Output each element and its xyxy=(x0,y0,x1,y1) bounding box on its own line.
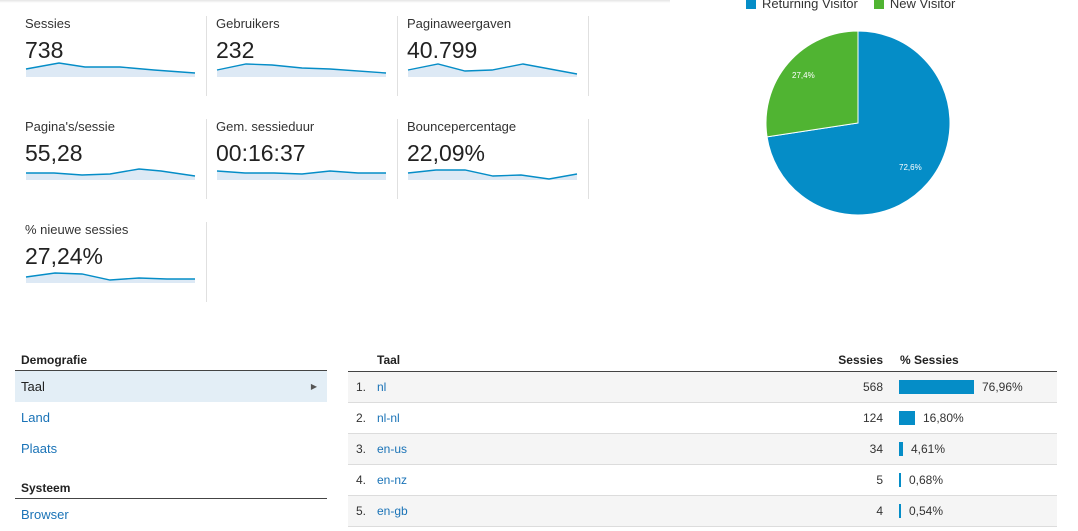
header-taal[interactable]: Taal xyxy=(377,353,401,367)
sparkline xyxy=(216,170,386,180)
table-row: 3. en-us 34 4,61% xyxy=(348,434,1057,465)
metric-gebruikers[interactable]: Gebruikers 232 xyxy=(216,16,398,96)
nav-item-land[interactable]: Land xyxy=(21,410,50,425)
row-share-bar xyxy=(899,473,901,487)
metric-bouncepercentage[interactable]: Bouncepercentage 22,09% xyxy=(407,119,589,199)
metric-nieuwe-sessies[interactable]: % nieuwe sessies 27,24% xyxy=(25,222,207,302)
metric-label: Gebruikers xyxy=(216,16,280,31)
row-language-link[interactable]: en-us xyxy=(377,442,408,456)
row-language-link[interactable]: en-gb xyxy=(377,504,408,518)
legend-swatch xyxy=(873,0,884,9)
row-percentage: 0,54% xyxy=(909,504,944,518)
sparkline xyxy=(216,63,387,77)
section-demografie: Demografie xyxy=(15,348,327,371)
row-index: 1. xyxy=(356,380,367,394)
sparkline xyxy=(25,62,196,77)
row-language-link[interactable]: nl-nl xyxy=(377,411,400,425)
row-sessions: 4 xyxy=(876,504,883,518)
metric-label: Sessies xyxy=(25,16,71,31)
row-index: 4. xyxy=(356,473,367,487)
metric-label: Pagina's/sessie xyxy=(25,119,115,134)
sparkline xyxy=(407,169,578,180)
row-percentage: 4,61% xyxy=(911,442,946,456)
pie-label-returning: 72,6% xyxy=(899,163,922,172)
section-systeem: Systeem xyxy=(15,476,327,499)
metric-sessies[interactable]: Sessies 738 xyxy=(25,16,207,96)
legend-label: New Visitor xyxy=(889,0,956,11)
sparkline xyxy=(407,63,578,77)
legend-label: Returning Visitor xyxy=(762,0,858,11)
row-share-bar xyxy=(899,442,903,456)
row-percentage: 16,80% xyxy=(923,411,964,425)
nav-item-taal[interactable]: Taal ▶ xyxy=(15,371,327,402)
pie-slice-returning-visitor[interactable] xyxy=(766,30,951,216)
pie-legend: Returning Visitor New Visitor xyxy=(746,0,955,11)
metric-paginaweergaven[interactable]: Paginaweergaven 40.799 xyxy=(407,16,589,96)
pie-label-new: 27,4% xyxy=(792,71,815,80)
pie-slice-new-visitor[interactable] xyxy=(765,30,859,138)
metric-label: Gem. sessieduur xyxy=(216,119,315,134)
metric-label: Bouncepercentage xyxy=(407,119,517,134)
row-language-link[interactable]: nl xyxy=(377,380,387,394)
legend-item-new[interactable]: New Visitor xyxy=(873,0,956,11)
metric-gem-sessieduur[interactable]: Gem. sessieduur 00:16:37 xyxy=(216,119,398,199)
metric-value: 232 xyxy=(216,37,255,63)
row-index: 3. xyxy=(356,442,367,456)
language-table: Taal Sessies % Sessies 1. nl 568 76,96% … xyxy=(348,348,1057,527)
chevron-right-icon: ▶ xyxy=(310,382,317,391)
sparkline xyxy=(25,272,195,283)
row-sessions: 568 xyxy=(862,380,883,394)
report-nav: Demografie Taal ▶ Land Plaats Systeem Br… xyxy=(15,348,327,530)
row-percentage: 76,96% xyxy=(982,380,1023,394)
metric-label: % nieuwe sessies xyxy=(25,222,129,237)
sparkline xyxy=(26,168,196,180)
header-pct-sessies[interactable]: % Sessies xyxy=(900,353,959,367)
legend-swatch xyxy=(746,0,756,9)
table-row: 1. nl 568 76,96% xyxy=(348,372,1057,403)
metric-label: Paginaweergaven xyxy=(407,16,512,31)
metric-value: 738 xyxy=(25,37,64,63)
metric-value: 22,09% xyxy=(407,140,486,166)
metric-paginas-per-sessie[interactable]: Pagina's/sessie 55,28 xyxy=(25,119,207,199)
metric-value: 00:16:37 xyxy=(216,140,306,166)
row-index: 5. xyxy=(356,504,367,518)
header-sessies[interactable]: Sessies xyxy=(838,353,883,367)
row-share-bar xyxy=(899,504,901,518)
row-sessions: 124 xyxy=(862,411,883,425)
row-language-link[interactable]: en-nz xyxy=(377,473,408,487)
row-share-bar xyxy=(899,380,974,394)
row-sessions: 5 xyxy=(876,473,883,487)
row-index: 2. xyxy=(356,411,367,425)
metric-value: 40.799 xyxy=(407,37,478,63)
legend-item-returning[interactable]: Returning Visitor xyxy=(746,0,858,11)
top-shadow xyxy=(0,0,670,3)
row-share-bar xyxy=(899,411,915,425)
nav-item-browser[interactable]: Browser xyxy=(21,507,69,522)
table-row: 4. en-nz 5 0,68% xyxy=(348,465,1057,496)
metric-value: 55,28 xyxy=(25,140,83,166)
nav-item-label: Taal xyxy=(21,379,45,394)
table-row: 5. en-gb 4 0,54% xyxy=(348,496,1057,527)
nav-item-plaats[interactable]: Plaats xyxy=(21,441,58,456)
table-row: 2. nl-nl 124 16,80% xyxy=(348,403,1057,434)
visitor-pie-chart xyxy=(765,30,951,216)
row-percentage: 0,68% xyxy=(909,473,944,487)
metric-value: 27,24% xyxy=(25,243,104,269)
row-sessions: 34 xyxy=(869,442,883,456)
table-header: Taal Sessies % Sessies xyxy=(348,348,1057,372)
